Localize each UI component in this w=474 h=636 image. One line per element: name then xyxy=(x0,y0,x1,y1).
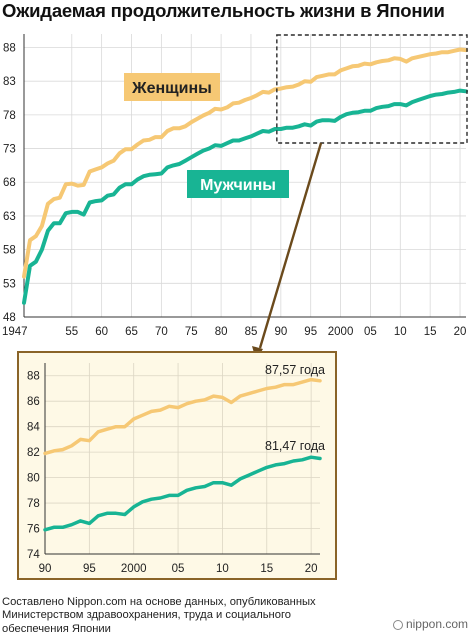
inset-y-tick-label: 88 xyxy=(27,371,40,383)
x-tick-label: 60 xyxy=(95,326,108,338)
y-tick-label: 73 xyxy=(3,144,16,156)
highlight-box xyxy=(276,34,468,144)
x-tick-label: 05 xyxy=(364,326,377,338)
y-tick-label: 63 xyxy=(3,211,16,223)
series-line-men xyxy=(22,88,468,305)
y-tick-label: 53 xyxy=(3,278,16,290)
y-tick-label: 58 xyxy=(3,245,16,257)
y-tick-label: 78 xyxy=(3,110,16,122)
x-tick-label: 55 xyxy=(65,326,78,338)
label-men-text: Мужчины xyxy=(200,177,276,194)
x-tick-label: 85 xyxy=(245,326,258,338)
logo-icon xyxy=(392,620,403,630)
inset-x-tick-label: 2000 xyxy=(121,563,147,575)
inset-y-tick-label: 78 xyxy=(27,498,40,510)
connector-arrow xyxy=(258,142,323,349)
x-tick-label: 90 xyxy=(274,326,287,338)
label-women: Женщины xyxy=(124,73,220,101)
x-tick-label: 95 xyxy=(304,326,317,338)
x-tick-label: 80 xyxy=(215,326,228,338)
inset-x-tick-label: 10 xyxy=(216,563,229,575)
inset-series-line-women xyxy=(43,377,322,456)
x-tick-label: 65 xyxy=(125,326,138,338)
series-line-women xyxy=(22,47,468,279)
y-tick-label: 48 xyxy=(3,312,16,324)
y-tick-label: 88 xyxy=(3,42,16,54)
x-tick-label: 70 xyxy=(155,326,168,338)
inset-y-tick-label: 82 xyxy=(27,447,40,459)
source-note: Составлено Nippon.com на основе данных, … xyxy=(2,596,316,635)
x-tick-label: 75 xyxy=(185,326,198,338)
inset-y-tick-label: 84 xyxy=(27,422,40,434)
inset-x-tick-label: 15 xyxy=(260,563,273,575)
inset-y-tick-label: 74 xyxy=(27,549,40,561)
brand-text: nippon.com xyxy=(405,617,468,631)
inset-series-line-men xyxy=(43,455,322,532)
x-tick-label: 20 xyxy=(454,326,467,338)
inset-y-tick-label: 76 xyxy=(27,524,40,536)
inset-y-tick-label: 86 xyxy=(27,396,40,408)
inset-x-tick-label: 05 xyxy=(172,563,185,575)
annotation-men-value: 81,47 года xyxy=(265,439,325,453)
x-tick-label: 2000 xyxy=(328,326,354,338)
x-tick-label: 10 xyxy=(394,326,407,338)
label-women-text: Женщины xyxy=(131,80,212,97)
label-women-box xyxy=(124,73,220,101)
inset-x-tick-label: 90 xyxy=(39,563,52,575)
inset-x-tick-label: 95 xyxy=(83,563,96,575)
inset-x-tick-label: 20 xyxy=(305,563,318,575)
annotation-women-value: 87,57 года xyxy=(265,363,325,377)
y-tick-label: 83 xyxy=(3,76,16,88)
y-tick-label: 68 xyxy=(3,177,16,189)
chart-title: Ожидаемая продолжительность жизни в Япон… xyxy=(2,0,445,21)
label-men-box xyxy=(187,170,289,198)
x-tick-label: 1947 xyxy=(2,326,28,338)
label-men: Мужчины xyxy=(187,170,289,198)
inset-y-tick-label: 80 xyxy=(27,473,40,485)
brand-logo: nippon.com xyxy=(392,617,468,631)
x-tick-label: 15 xyxy=(424,326,437,338)
